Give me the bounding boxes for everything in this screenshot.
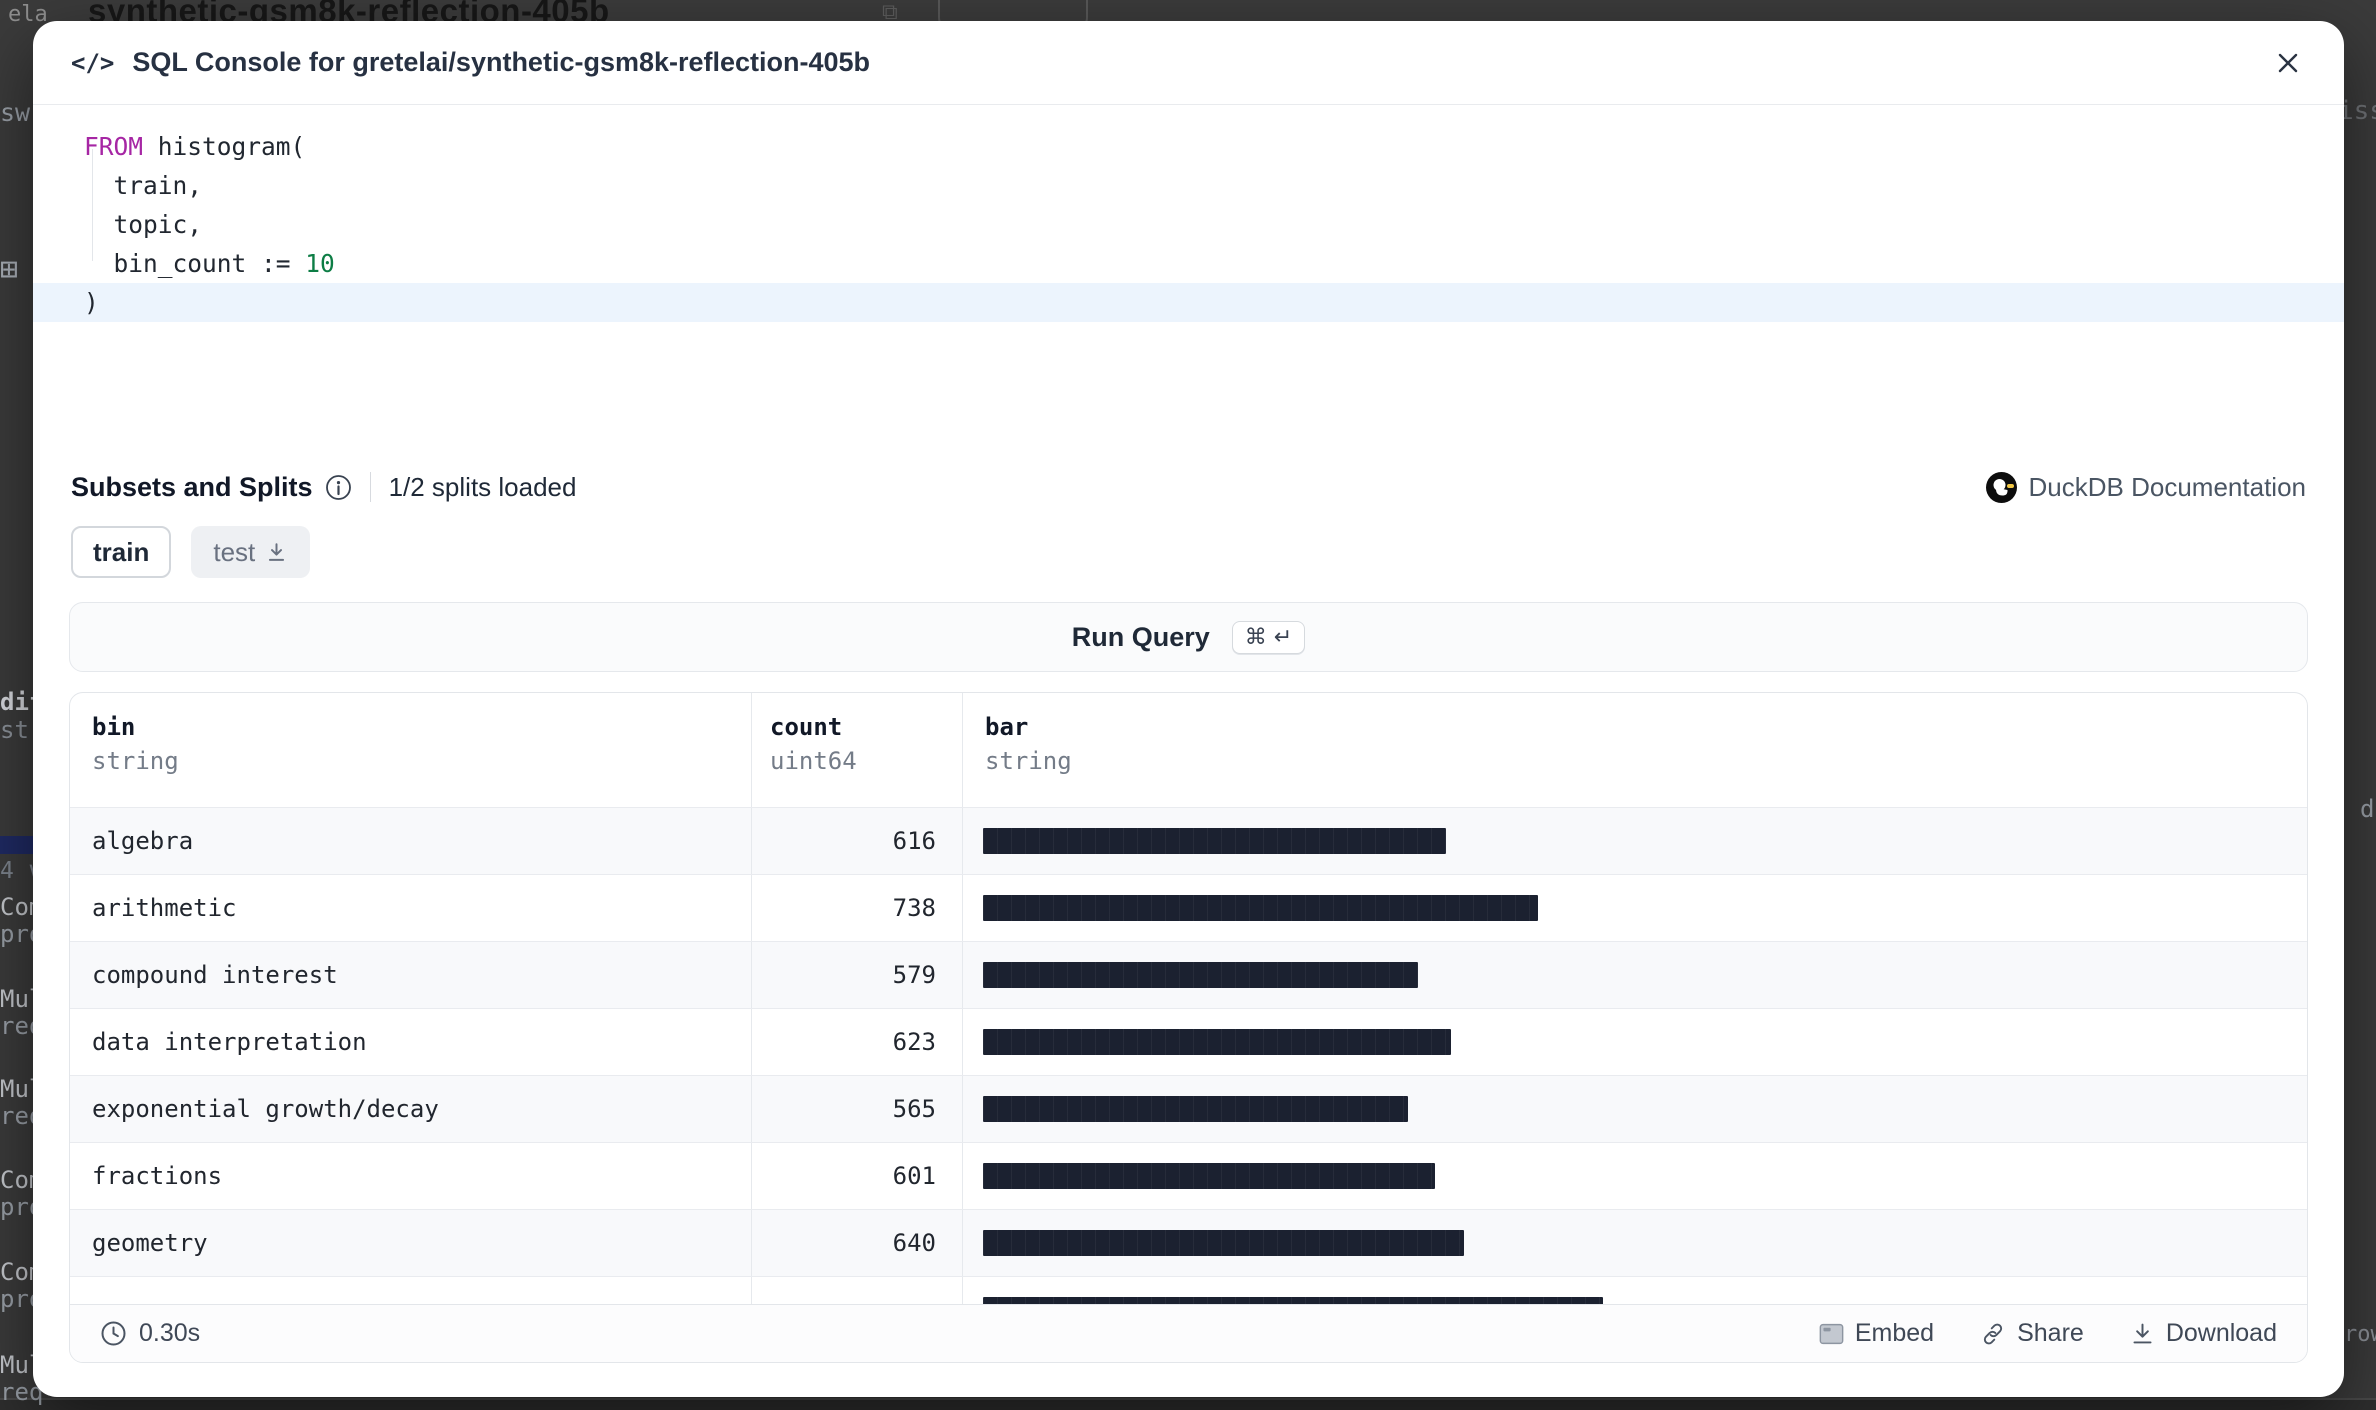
code-line[interactable]: ): [33, 283, 2344, 322]
run-query-button[interactable]: Run Query ⌘ ↵: [69, 602, 2308, 672]
histogram-bar: [983, 1029, 1451, 1055]
cell-bin: data interpretation: [92, 1028, 367, 1056]
splits-loaded-status: 1/2 splits loaded: [388, 471, 577, 502]
run-query-label: Run Query: [1071, 621, 1210, 652]
modal-header: </> SQL Console for gretelai/synthetic-g…: [33, 21, 2344, 105]
query-results-panel: bin string count uint64 bar string algeb…: [69, 692, 2308, 1363]
table-header: bin string count uint64 bar string: [70, 693, 2307, 807]
split-chip-test[interactable]: test: [191, 526, 311, 578]
duckdb-documentation-link[interactable]: DuckDB Documentation: [1985, 471, 2306, 503]
close-icon: [2278, 53, 2298, 72]
cell-bin: arithmetic: [92, 894, 237, 922]
subsets-title: Subsets and Splits: [71, 471, 313, 502]
background-page-fragment: ela: [8, 2, 48, 27]
table-row: exponential growth/decay 565: [70, 1075, 2307, 1142]
cell-bin: algebra: [92, 827, 194, 855]
code-icon: </>: [71, 48, 115, 77]
table-row: geometry 640: [70, 1209, 2307, 1276]
code-line[interactable]: topic,: [33, 205, 2344, 244]
subsets-and-splits-row: Subsets and Splits 1/2 splits loaded Duc…: [33, 466, 2344, 508]
download-button[interactable]: Download: [2130, 1319, 2277, 1348]
clock-icon: [101, 1321, 126, 1346]
results-footer: 0.30s Embed Share: [70, 1304, 2307, 1362]
background-selected-row: [0, 836, 33, 854]
background-page-fragment: row: [2344, 1322, 2376, 1347]
background-page-fragment: issa: [2338, 96, 2376, 126]
cell-bin: geometry: [92, 1229, 208, 1257]
copy-icon: ⧉: [882, 0, 898, 25]
split-label: test: [213, 536, 256, 567]
cell-count: 738: [751, 875, 962, 941]
duckdb-logo-icon: [1985, 471, 2017, 503]
download-split-icon: [269, 542, 285, 561]
histogram-bar: [983, 828, 1446, 854]
query-elapsed-time: 0.30s: [100, 1319, 200, 1348]
embed-button[interactable]: Embed: [1819, 1319, 1934, 1348]
elapsed-value: 0.30s: [139, 1319, 201, 1347]
sql-console-modal: </> SQL Console for gretelai/synthetic-g…: [33, 21, 2344, 1397]
code-token: histogram(: [143, 132, 306, 161]
cell-count: 565: [751, 1076, 962, 1142]
background-page-fragment: sw: [0, 98, 31, 127]
download-icon: [2133, 1323, 2152, 1344]
code-line[interactable]: FROM histogram(: [33, 127, 2344, 166]
split-label: train: [93, 536, 150, 567]
histogram-bar: [983, 1163, 1435, 1189]
cell-bar: [962, 1009, 2307, 1075]
code-token: train,: [84, 171, 203, 200]
table-body: algebra 616 arithmetic 738 compound interest…: [70, 807, 2307, 1343]
indent-guide: [92, 149, 93, 261]
cell-count: 601: [751, 1143, 962, 1209]
column-header-bin: bin string: [92, 713, 179, 775]
divider: [369, 472, 371, 502]
code-token: 10: [305, 249, 335, 278]
table-row: arithmetic 738: [70, 874, 2307, 941]
cell-bar: [962, 942, 2307, 1008]
sql-editor[interactable]: FROM histogram( train, topic, bin_count …: [33, 105, 2344, 322]
histogram-bar: [983, 1230, 1464, 1256]
cell-bar: [962, 1076, 2307, 1142]
cell-bin: fractions: [92, 1162, 223, 1190]
table-row: fractions 601: [70, 1142, 2307, 1209]
info-icon[interactable]: [325, 474, 352, 501]
cell-bar: [962, 1210, 2307, 1276]
duckdb-documentation-label: DuckDB Documentation: [2028, 471, 2306, 502]
split-chip-train[interactable]: train: [71, 526, 172, 578]
cell-count: 623: [751, 1009, 962, 1075]
code-line[interactable]: train,: [33, 166, 2344, 205]
share-button[interactable]: Share: [1980, 1319, 2084, 1348]
background-page-fragment: d: [2360, 795, 2375, 823]
split-selector: train test: [71, 526, 311, 580]
close-button[interactable]: [2270, 45, 2306, 81]
table-row: algebra 616: [70, 807, 2307, 874]
modal-title: SQL Console for gretelai/synthetic-gsm8k…: [132, 47, 871, 77]
cell-bin: exponential growth/decay: [92, 1095, 439, 1123]
keyboard-shortcut-badge: ⌘ ↵: [1231, 620, 1306, 654]
column-header-count: count uint64: [751, 693, 962, 807]
embed-icon: [1819, 1323, 1844, 1344]
code-token: FROM: [84, 132, 144, 161]
code-token: ): [84, 288, 99, 317]
cell-bar: [962, 1143, 2307, 1209]
table-row: compound interest 579: [70, 941, 2307, 1008]
histogram-bar: [983, 895, 1538, 921]
background-divider: [0, 1398, 2376, 1410]
code-line[interactable]: bin_count := 10: [33, 244, 2344, 283]
code-token: bin_count :=: [84, 249, 306, 278]
table-row: data interpretation 623: [70, 1008, 2307, 1075]
share-link-icon: [1983, 1323, 2003, 1344]
cell-bar: [962, 875, 2307, 941]
cell-bar: [962, 808, 2307, 874]
histogram-bar: [983, 1096, 1408, 1122]
cell-bin: compound interest: [92, 961, 338, 989]
histogram-bar: [983, 962, 1418, 988]
cell-count: 640: [751, 1210, 962, 1276]
code-token: topic,: [84, 210, 203, 239]
cell-count: 579: [751, 942, 962, 1008]
cell-count: 616: [751, 808, 962, 874]
column-header-bar: bar string: [962, 693, 2307, 807]
